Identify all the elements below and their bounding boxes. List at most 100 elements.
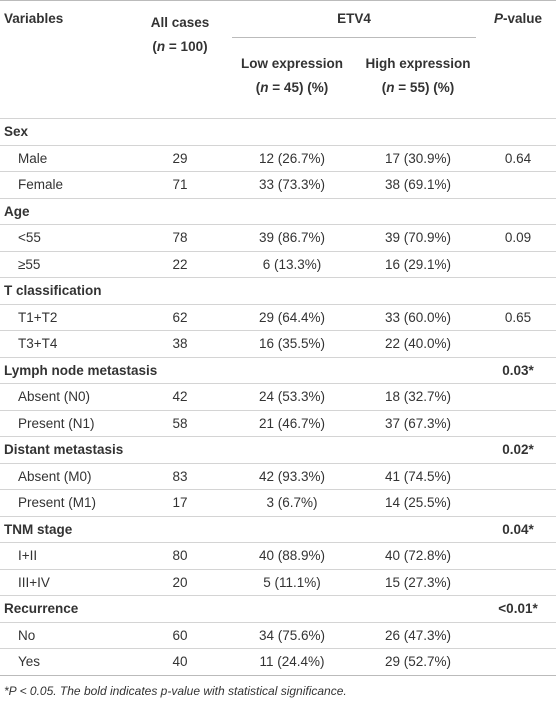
p-cell: 0.02*: [480, 437, 556, 464]
high-expression: 40 (72.8%): [384, 548, 452, 564]
all-cases: 40: [172, 654, 188, 670]
section-title: Age: [4, 203, 30, 219]
data-table: Variables All cases (n = 100) ETV4 P-valu…: [0, 0, 556, 676]
low-expression: 34 (75.6%): [258, 627, 326, 643]
data-row: T3+T4 38 16 (35.5%) 22 (40.0%): [0, 330, 556, 358]
high-expression: 38 (69.1%): [384, 177, 452, 193]
section-row: Sex: [0, 118, 556, 146]
all-cases: 62: [172, 309, 188, 325]
all-cases: 29: [172, 150, 188, 166]
section-title: TNM stage: [4, 521, 73, 537]
p-cell: 0.64: [480, 145, 556, 172]
p-cell: [480, 331, 556, 358]
p-cell: [480, 251, 556, 278]
all-cases: 83: [172, 468, 188, 484]
all-cases: 58: [172, 415, 188, 431]
p-cell: [480, 649, 556, 676]
p-cell: [480, 410, 556, 437]
p-cell: <0.01*: [480, 596, 556, 623]
row-label: ≥55: [18, 256, 41, 272]
row-label: Absent (M0): [18, 468, 92, 484]
high-expression: 17 (30.9%): [384, 150, 452, 166]
data-row: Yes 40 11 (24.4%) 29 (52.7%): [0, 648, 556, 676]
header-cell: Variables: [4, 11, 64, 26]
header-text: (: [255, 79, 261, 95]
row-label: Yes: [18, 654, 41, 670]
data-row: Male 29 12 (26.7%) 17 (30.9%) 0.64: [0, 145, 556, 172]
high-expression: 33 (60.0%): [384, 309, 452, 325]
all-cases: 80: [172, 548, 188, 564]
data-row: Absent (M0) 83 42 (93.3%) 41 (74.5%): [0, 463, 556, 490]
low-expression: 6 (13.3%): [262, 256, 322, 272]
p-value: <0.01*: [498, 601, 538, 617]
p-cell: [480, 172, 556, 199]
all-cases: 42: [172, 389, 188, 405]
header-text: -value: [503, 11, 543, 26]
p-cell: [480, 543, 556, 570]
header-cell: Low expression (n = 45) (%): [228, 48, 356, 119]
low-expression: 16 (35.5%): [258, 336, 326, 352]
header-cell: High expression (n = 55) (%): [356, 48, 480, 119]
all-cases: 38: [172, 336, 188, 352]
row-label: T1+T2: [18, 309, 58, 325]
row-label: <55: [18, 230, 41, 246]
low-expression: 29 (64.4%): [258, 309, 326, 325]
section-title: T classification: [4, 283, 102, 299]
p-cell: [480, 490, 556, 517]
p-cell: 0.03*: [480, 357, 556, 384]
header-text: Low expression: [240, 55, 344, 71]
low-expression: 39 (86.7%): [258, 230, 326, 246]
p-value: 0.09: [504, 230, 532, 246]
low-expression: 3 (6.7%): [266, 495, 318, 511]
row-label: Present (N1): [18, 415, 95, 431]
header-text: n: [260, 79, 269, 95]
header-cell: P-value: [480, 1, 556, 119]
low-expression: 11 (24.4%): [259, 654, 325, 670]
low-expression: 40 (88.9%): [258, 548, 326, 564]
high-expression: 15 (27.3%): [384, 574, 452, 590]
section-title: Lymph node metastasis: [4, 362, 158, 378]
low-expression: 33 (73.3%): [258, 177, 326, 193]
all-cases: 60: [172, 627, 188, 643]
all-cases: 17: [172, 495, 188, 511]
low-expression: 21 (46.7%): [258, 415, 326, 431]
section-row: TNM stage 0.04*: [0, 516, 556, 543]
header-text: = 45) (%): [268, 79, 329, 95]
p-value: 0.64: [504, 150, 532, 166]
row-label: Male: [18, 150, 48, 166]
header-text: = 55) (%): [394, 79, 455, 95]
table-body: Sex Male 29 12 (26.7%) 17 (30.9%) 0.64 Female 7…: [0, 118, 556, 676]
all-cases: 22: [172, 256, 188, 272]
p-value: 0.03*: [502, 362, 534, 378]
p-cell: [480, 119, 556, 146]
header-text: = 100): [165, 39, 208, 54]
data-row: No 60 34 (75.6%) 26 (47.3%): [0, 622, 556, 649]
data-row: Female 71 33 (73.3%) 38 (69.1%): [0, 171, 556, 199]
p-cell: [480, 198, 556, 225]
high-expression: 26 (47.3%): [384, 627, 452, 643]
data-row: <55 78 39 (86.7%) 39 (70.9%) 0.09: [0, 224, 556, 252]
data-row: T1+T2 62 29 (64.4%) 33 (60.0%) 0.65: [0, 304, 556, 331]
header-text: (: [381, 79, 387, 95]
row-label: Present (M1): [18, 495, 97, 511]
row-label: Female: [18, 177, 64, 193]
p-cell: 0.04*: [480, 516, 556, 543]
data-row: Absent (N0) 42 24 (53.3%) 18 (32.7%): [0, 383, 556, 411]
section-row: T classification: [0, 277, 556, 305]
row-label: T3+T4: [18, 336, 58, 352]
header-text: n: [156, 39, 166, 54]
data-row: ≥55 22 6 (13.3%) 16 (29.1%): [0, 251, 556, 278]
high-expression: 18 (32.7%): [384, 389, 452, 405]
data-row: I+II 80 40 (88.9%) 40 (72.8%): [0, 542, 556, 570]
row-label: I+II: [18, 548, 38, 564]
section-row: Recurrence <0.01*: [0, 595, 556, 623]
header-text: All cases: [150, 15, 210, 30]
p-value: 0.04*: [502, 521, 534, 537]
p-cell: 0.65: [480, 304, 556, 331]
section-title: Distant metastasis: [4, 442, 124, 458]
data-row: Present (N1) 58 21 (46.7%) 37 (67.3%): [0, 410, 556, 437]
high-expression: 29 (52.7%): [384, 654, 452, 670]
p-value: 0.02*: [502, 442, 534, 458]
p-cell: [480, 384, 556, 411]
